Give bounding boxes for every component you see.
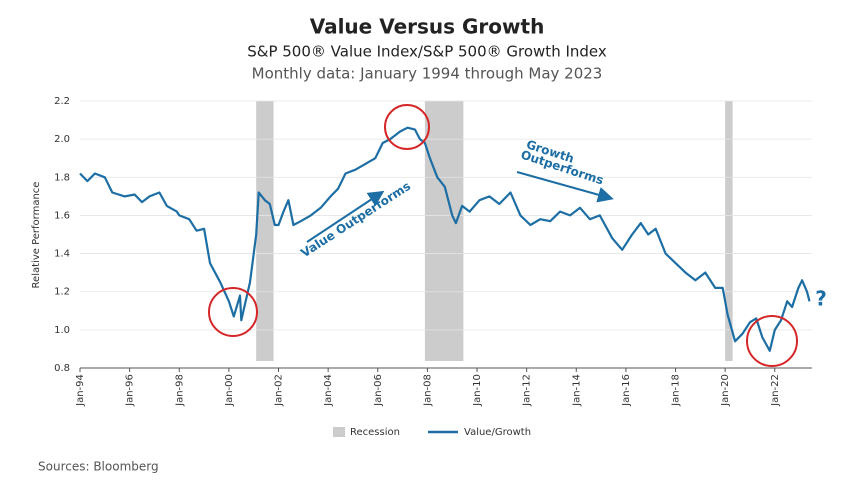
y-tick-label: 2.2	[54, 96, 70, 107]
annotation: Value Outperforms	[298, 179, 413, 260]
x-tick-label: Jan-98	[174, 374, 185, 407]
x-tick-label: Jan-08	[422, 374, 433, 407]
x-tick-label: Jan-18	[671, 374, 682, 407]
x-tick-label: Jan-94	[75, 374, 86, 407]
y-tick-label: 0.8	[54, 363, 70, 374]
plot: 0.8 1.0 1.2 1.4 1.6 1.8 2.0 2.2 Jan-94 Jan-96 Jan-…	[54, 96, 812, 407]
y-tick-label: 1.8	[54, 172, 70, 183]
highlight-circle	[384, 104, 430, 150]
legend-swatch	[333, 427, 345, 437]
highlight-circle	[208, 287, 258, 337]
x-tick-label: Jan-02	[274, 374, 285, 407]
x-tick-label: Jan-22	[770, 374, 781, 407]
x-tick-label: Jan-16	[621, 374, 632, 407]
recession-band	[725, 101, 733, 361]
x-tick-label: Jan-04	[323, 374, 334, 407]
recession-band	[424, 101, 464, 361]
y-axis-label: Relative Performance	[31, 182, 42, 289]
x-tick-label: Jan-00	[224, 374, 235, 407]
recession-band	[256, 101, 274, 361]
y-tick-label: 1.0	[54, 325, 70, 336]
annotation: ?	[815, 287, 827, 311]
x-tick-label: Jan-06	[373, 374, 384, 407]
y-tick-label: 2.0	[54, 134, 70, 145]
x-tick-label: Jan-10	[472, 374, 483, 407]
chart-subtitle: S&P 500® Value Index/S&P 500® Growth Ind…	[247, 43, 607, 61]
legend-label: Value/Growth	[464, 427, 531, 438]
x-tick-label: Jan-96	[125, 374, 136, 407]
arrow	[306, 190, 385, 243]
source: Sources: Bloomberg	[38, 460, 159, 474]
highlight-circle	[746, 315, 798, 367]
chart-note: Monthly data: January 1994 through May 2…	[252, 65, 603, 83]
chart-title: Value Versus Growth	[310, 15, 545, 39]
y-tick-label: 1.2	[54, 287, 70, 298]
x-tick-label: Jan-14	[571, 374, 582, 407]
x-tick-label: Jan-20	[720, 374, 731, 407]
y-tick-label: 1.6	[54, 210, 70, 221]
arrow	[516, 171, 614, 203]
legend-label: Recession	[350, 427, 400, 438]
y-tick-label: 1.4	[54, 249, 70, 260]
x-tick-label: Jan-12	[522, 374, 533, 407]
data-line	[79, 126, 811, 352]
